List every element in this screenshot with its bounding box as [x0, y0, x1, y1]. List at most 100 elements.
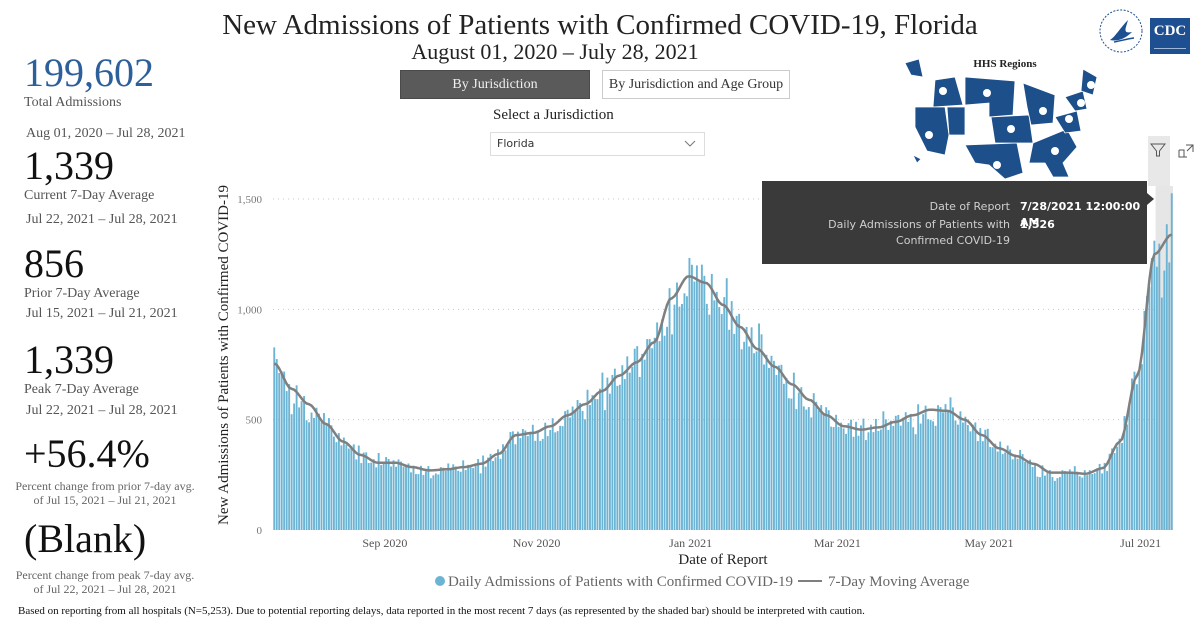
daily-bar[interactable] [539, 440, 542, 530]
daily-bar[interactable] [596, 399, 599, 530]
daily-bar[interactable] [867, 432, 870, 530]
daily-bar[interactable] [511, 431, 514, 530]
daily-bar[interactable] [332, 436, 335, 530]
daily-bar[interactable] [1086, 475, 1089, 530]
daily-bar[interactable] [497, 449, 499, 530]
daily-bar[interactable] [1123, 416, 1126, 530]
daily-bar[interactable] [790, 398, 793, 530]
daily-bar[interactable] [313, 417, 315, 530]
daily-bar[interactable] [1106, 471, 1109, 530]
daily-bar[interactable] [439, 467, 442, 530]
daily-bar[interactable] [678, 306, 681, 530]
daily-bar[interactable] [720, 314, 723, 530]
daily-bar[interactable] [889, 420, 892, 530]
daily-bar[interactable] [817, 410, 820, 530]
daily-bar[interactable] [959, 411, 962, 530]
daily-bar[interactable] [407, 463, 410, 530]
daily-bar[interactable] [1078, 476, 1081, 530]
daily-bar[interactable] [681, 303, 683, 530]
daily-bar[interactable] [484, 466, 487, 530]
daily-bar[interactable] [979, 428, 982, 530]
daily-bar[interactable] [502, 444, 504, 530]
daily-bar[interactable] [688, 258, 691, 530]
daily-bar[interactable] [1036, 476, 1039, 530]
daily-bar[interactable] [589, 405, 591, 530]
daily-bar[interactable] [432, 475, 435, 530]
daily-bar[interactable] [939, 407, 942, 530]
daily-bar[interactable] [499, 458, 502, 530]
daily-bar[interactable] [1143, 310, 1146, 530]
daily-bar[interactable] [723, 297, 726, 530]
daily-bar[interactable] [971, 424, 974, 530]
daily-bar[interactable] [775, 374, 778, 530]
daily-bar[interactable] [748, 346, 751, 530]
daily-bar[interactable] [561, 426, 564, 530]
daily-bar[interactable] [454, 466, 457, 530]
daily-bar[interactable] [902, 417, 905, 530]
daily-bar[interactable] [417, 474, 420, 530]
daily-bar[interactable] [740, 349, 743, 530]
daily-bar[interactable] [330, 425, 333, 530]
daily-bar[interactable] [728, 329, 731, 530]
daily-bar[interactable] [390, 466, 393, 530]
daily-bar[interactable] [1116, 446, 1119, 530]
daily-bar[interactable] [1073, 466, 1076, 530]
daily-bar[interactable] [601, 372, 604, 530]
daily-bar[interactable] [770, 355, 773, 530]
daily-bar[interactable] [961, 422, 964, 530]
daily-bar[interactable] [1118, 438, 1121, 530]
daily-bar[interactable] [705, 303, 708, 530]
daily-bar[interactable] [1058, 477, 1061, 530]
daily-bar[interactable] [825, 407, 828, 530]
daily-bar[interactable] [872, 432, 875, 530]
daily-bar[interactable] [894, 415, 897, 530]
daily-bar[interactable] [996, 451, 999, 530]
daily-bar[interactable] [966, 425, 969, 530]
daily-bar[interactable] [785, 377, 788, 530]
daily-bar[interactable] [1006, 445, 1009, 530]
daily-bar[interactable] [686, 296, 688, 530]
daily-bar[interactable] [792, 372, 795, 530]
daily-bar[interactable] [459, 471, 462, 530]
daily-bar[interactable] [1165, 224, 1168, 530]
daily-bar[interactable] [1051, 477, 1054, 530]
daily-bar[interactable] [392, 460, 395, 530]
daily-bar[interactable] [1061, 470, 1064, 530]
daily-bar[interactable] [700, 264, 703, 530]
daily-bar[interactable] [571, 406, 574, 530]
daily-bar[interactable] [733, 333, 736, 530]
daily-bar[interactable] [569, 417, 572, 530]
daily-bar[interactable] [285, 391, 288, 530]
daily-bar[interactable] [1103, 462, 1106, 530]
daily-bar[interactable] [907, 421, 910, 530]
daily-bar[interactable] [444, 470, 447, 530]
daily-bar[interactable] [479, 473, 482, 530]
daily-bar[interactable] [549, 430, 552, 530]
daily-bar[interactable] [1113, 453, 1116, 530]
daily-bar[interactable] [690, 264, 693, 530]
daily-bar[interactable] [529, 431, 532, 530]
daily-bar[interactable] [653, 337, 656, 530]
daily-bar[interactable] [1009, 449, 1012, 530]
daily-bar[interactable] [628, 372, 631, 530]
daily-bar[interactable] [405, 464, 407, 530]
daily-bar[interactable] [1093, 473, 1096, 530]
daily-bar[interactable] [412, 465, 415, 530]
daily-bar[interactable] [636, 346, 639, 530]
daily-bar[interactable] [613, 368, 616, 530]
daily-bar[interactable] [477, 459, 480, 530]
daily-bar[interactable] [1048, 470, 1051, 530]
daily-bar[interactable] [335, 442, 338, 530]
daily-bar[interactable] [1011, 459, 1014, 530]
daily-bar[interactable] [753, 353, 756, 530]
daily-bar[interactable] [1101, 473, 1104, 530]
daily-bar[interactable] [1088, 470, 1091, 530]
daily-bar[interactable] [504, 450, 507, 530]
daily-bar[interactable] [534, 440, 537, 530]
daily-bar[interactable] [1096, 468, 1099, 530]
daily-bar[interactable] [743, 341, 746, 530]
daily-bar[interactable] [763, 364, 765, 530]
daily-bar[interactable] [298, 407, 301, 530]
daily-bar[interactable] [315, 407, 318, 530]
daily-bar[interactable] [303, 396, 306, 530]
